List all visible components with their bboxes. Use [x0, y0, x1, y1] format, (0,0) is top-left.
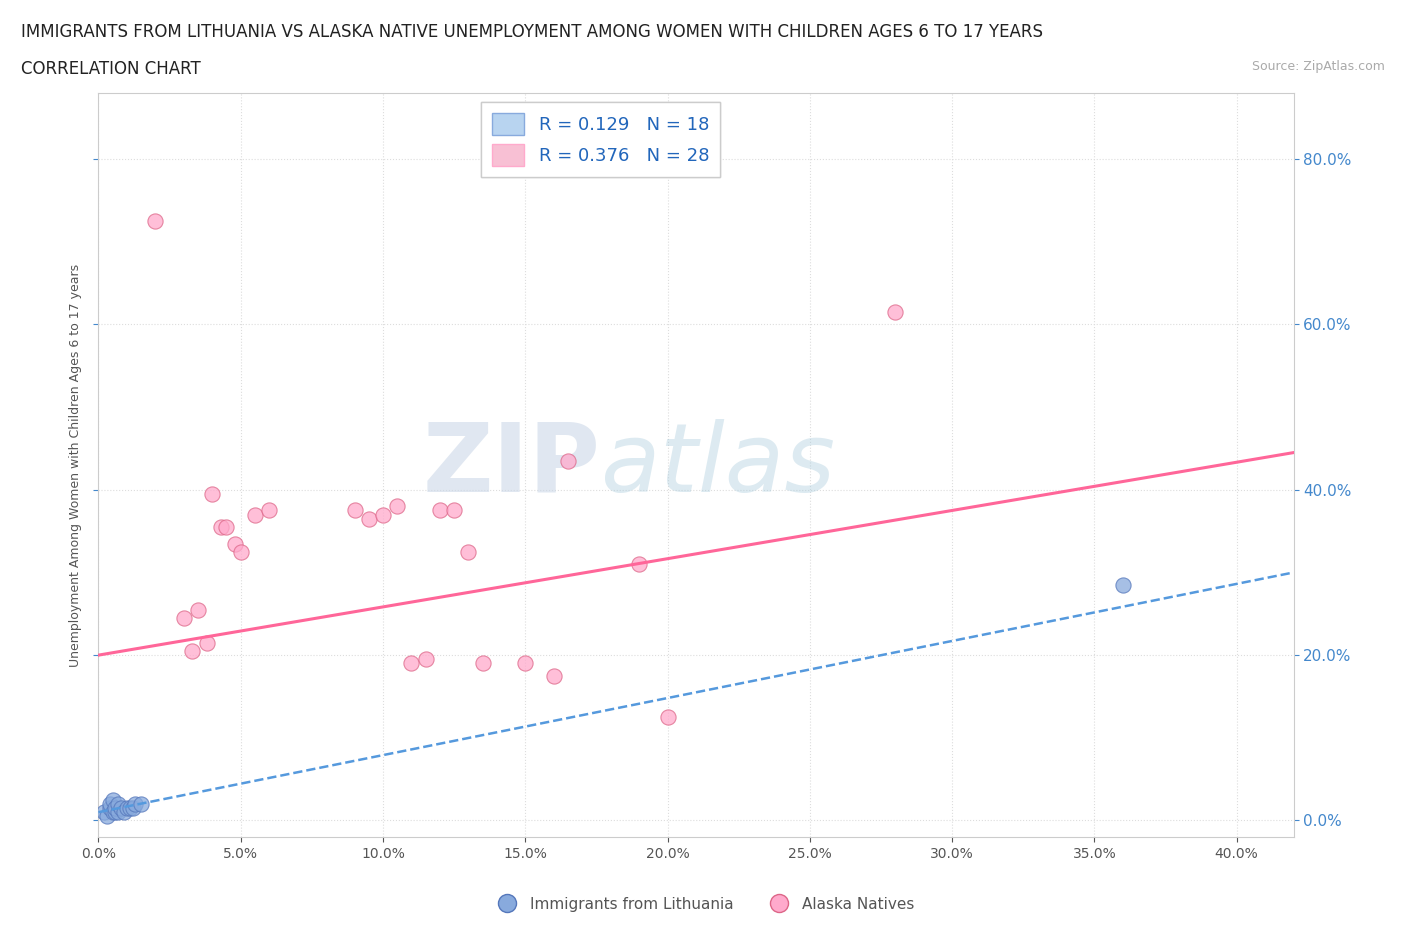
- Point: [343, 503, 366, 518]
- Point: [104, 804, 127, 819]
- Point: [243, 507, 266, 522]
- Text: ZIP: ZIP: [422, 418, 600, 512]
- Point: [110, 801, 132, 816]
- Point: [118, 801, 141, 816]
- Point: [401, 656, 423, 671]
- Text: CORRELATION CHART: CORRELATION CHART: [21, 60, 201, 78]
- Point: [187, 603, 209, 618]
- Point: [101, 804, 124, 819]
- Text: Source: ZipAtlas.com: Source: ZipAtlas.com: [1251, 60, 1385, 73]
- Point: [1112, 578, 1135, 592]
- Point: [104, 801, 127, 816]
- Point: [884, 305, 907, 320]
- Point: [143, 214, 166, 229]
- Point: [257, 503, 280, 518]
- Text: IMMIGRANTS FROM LITHUANIA VS ALASKA NATIVE UNEMPLOYMENT AMONG WOMEN WITH CHILDRE: IMMIGRANTS FROM LITHUANIA VS ALASKA NATI…: [21, 23, 1043, 41]
- Point: [385, 498, 409, 513]
- Legend: R = 0.129   N = 18, R = 0.376   N = 28: R = 0.129 N = 18, R = 0.376 N = 28: [481, 102, 720, 177]
- Point: [557, 454, 579, 469]
- Point: [657, 710, 679, 724]
- Point: [224, 536, 246, 551]
- Point: [98, 801, 121, 816]
- Point: [515, 656, 537, 671]
- Point: [173, 610, 195, 625]
- Point: [471, 656, 494, 671]
- Point: [195, 635, 218, 650]
- Point: [121, 801, 143, 816]
- Text: atlas: atlas: [600, 418, 835, 512]
- Point: [443, 503, 465, 518]
- Point: [115, 801, 138, 816]
- Point: [98, 796, 121, 811]
- Point: [543, 669, 565, 684]
- Point: [181, 644, 204, 658]
- Point: [429, 503, 451, 518]
- Point: [215, 520, 238, 535]
- Point: [101, 792, 124, 807]
- Point: [457, 544, 479, 559]
- Point: [357, 512, 380, 526]
- Point: [107, 804, 129, 819]
- Point: [209, 520, 232, 535]
- Point: [201, 486, 224, 501]
- Point: [129, 796, 152, 811]
- Point: [124, 796, 146, 811]
- Y-axis label: Unemployment Among Women with Children Ages 6 to 17 years: Unemployment Among Women with Children A…: [69, 263, 83, 667]
- Point: [107, 796, 129, 811]
- Legend: Immigrants from Lithuania, Alaska Natives: Immigrants from Lithuania, Alaska Native…: [485, 891, 921, 918]
- Point: [628, 557, 651, 572]
- Point: [96, 809, 118, 824]
- Point: [371, 507, 394, 522]
- Point: [415, 652, 437, 667]
- Point: [112, 804, 135, 819]
- Point: [229, 544, 252, 559]
- Point: [93, 804, 115, 819]
